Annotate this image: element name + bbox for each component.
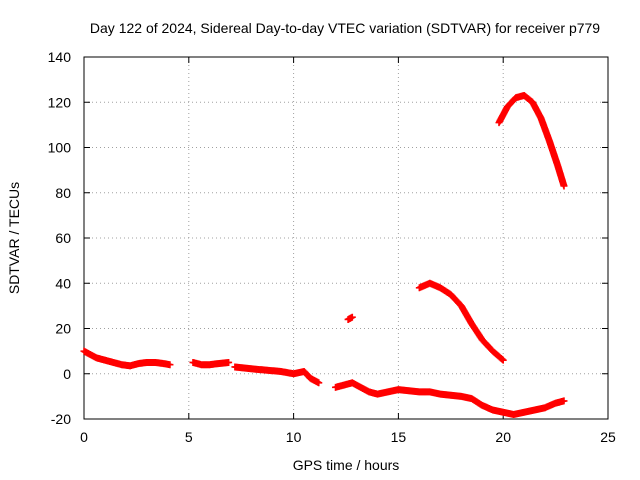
y-tick-label: 80 bbox=[55, 185, 71, 201]
x-tick-label: 5 bbox=[185, 429, 193, 445]
x-tick-label: 10 bbox=[286, 429, 302, 445]
x-tick-label: 25 bbox=[600, 429, 616, 445]
x-axis-label: GPS time / hours bbox=[293, 457, 400, 473]
y-tick-label: -20 bbox=[51, 411, 71, 427]
data-series bbox=[80, 91, 568, 418]
y-tick-label: 0 bbox=[63, 366, 71, 382]
data-point bbox=[560, 182, 568, 190]
data-point bbox=[348, 313, 356, 321]
y-tick-label: 60 bbox=[55, 230, 71, 246]
data-point bbox=[560, 397, 568, 405]
y-tick-label: 100 bbox=[48, 140, 72, 156]
y-tick-label: 120 bbox=[48, 94, 72, 110]
x-tick-label: 20 bbox=[495, 429, 511, 445]
data-point bbox=[499, 356, 507, 364]
y-axis-label: SDTVAR / TECUs bbox=[6, 182, 22, 294]
chart-title: Day 122 of 2024, Sidereal Day-to-day VTE… bbox=[90, 20, 600, 36]
data-point bbox=[225, 358, 233, 366]
data-point bbox=[498, 355, 506, 363]
y-tick-label: 40 bbox=[55, 275, 71, 291]
y-tick-label: 20 bbox=[55, 321, 71, 337]
axis-ticks: 0 5 10 15 20 25 -20 0 20 40 60 80 100 120 140 bbox=[48, 49, 616, 445]
data-point bbox=[315, 379, 323, 387]
data-point bbox=[166, 361, 174, 369]
x-tick-label: 15 bbox=[391, 429, 407, 445]
x-tick-label: 0 bbox=[80, 429, 88, 445]
y-tick-label: 140 bbox=[48, 49, 72, 65]
